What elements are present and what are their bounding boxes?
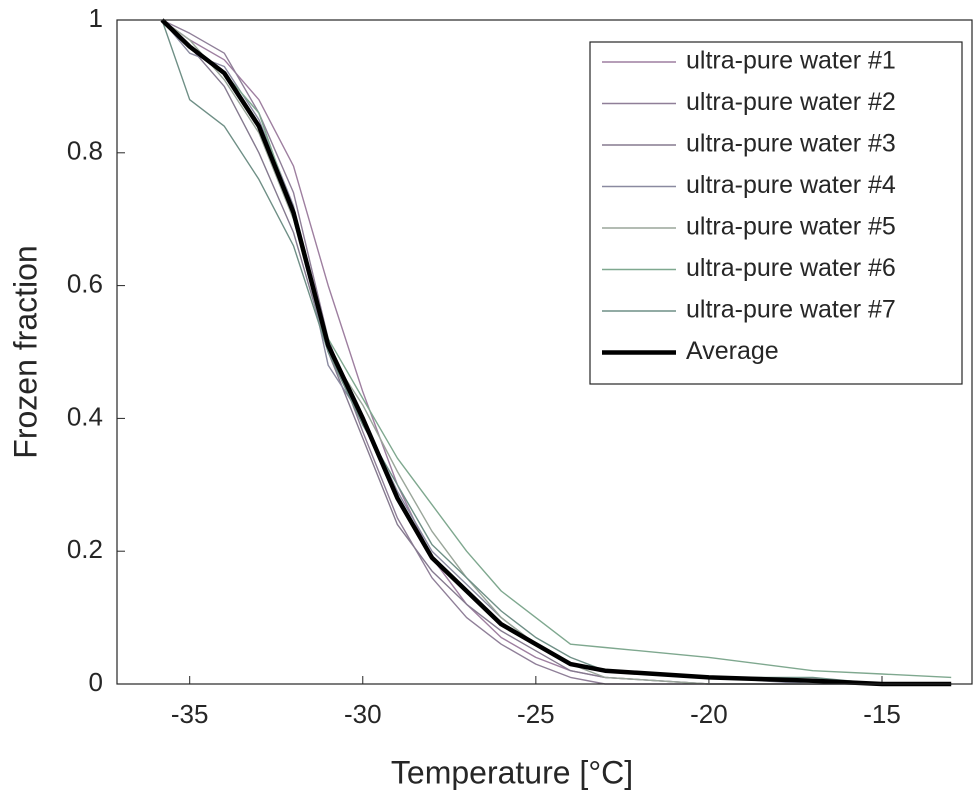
y-axis-label: Frozen fraction [7, 245, 43, 458]
y-tick-label: 1 [89, 3, 103, 33]
legend-label: Average [686, 337, 779, 365]
y-tick-label: 0 [89, 667, 103, 697]
legend-box [589, 41, 963, 385]
x-tick-label: -20 [690, 699, 728, 729]
legend-label: ultra-pure water #2 [686, 88, 896, 116]
legend-label: ultra-pure water #5 [686, 213, 896, 241]
legend-label: ultra-pure water #4 [686, 171, 896, 199]
legend-label: ultra-pure water #7 [686, 296, 896, 324]
legend-label: ultra-pure water #1 [686, 47, 896, 75]
x-tick-label: -25 [517, 699, 555, 729]
y-tick-label: 0.4 [67, 401, 103, 431]
plot-frame [116, 19, 973, 685]
x-axis-label: Temperature [°C] [391, 754, 633, 790]
legend-label: ultra-pure water #3 [686, 130, 896, 158]
x-tick-label: -15 [863, 699, 901, 729]
series-line [161, 19, 952, 679]
series-line [160, 18, 952, 687]
x-tick-label: -30 [344, 699, 382, 729]
y-tick-label: 0.6 [67, 268, 103, 298]
x-tick-label: -35 [171, 699, 209, 729]
legend-label: ultra-pure water #6 [686, 254, 896, 282]
y-tick-label: 0.8 [67, 136, 103, 166]
y-tick-label: 0.2 [67, 534, 103, 564]
